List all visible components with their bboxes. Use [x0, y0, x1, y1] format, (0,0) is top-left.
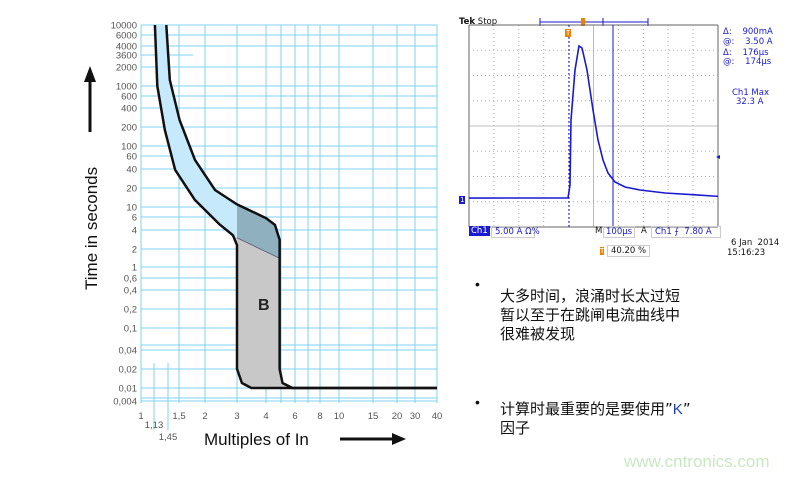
- y-tick-label: 0,01: [119, 384, 138, 395]
- trip-curve-chart: 1000060004000360020001000600400200100604…: [0, 0, 450, 477]
- y-tick-label: 40: [126, 165, 137, 176]
- y-tick-label: 0,6: [124, 274, 137, 285]
- trigger-level: 7.80 A: [684, 227, 711, 237]
- ground-marker-icon: 1: [459, 196, 465, 204]
- x-axis-arrow-icon: [340, 433, 406, 445]
- x-tick-label-extra: 1,13: [145, 420, 164, 431]
- y-tick-label: 200: [121, 123, 137, 134]
- bullet-1-line: 暂以至于在跳闸电流曲线中: [500, 306, 680, 325]
- chart-grid: [141, 25, 437, 430]
- x-tick-label: 8: [317, 411, 322, 422]
- y-tick-label: 0,004: [113, 397, 137, 408]
- x-tick-label: 1,5: [172, 411, 185, 422]
- x-tick-label-extra: 1,45: [159, 432, 178, 443]
- x-tick-label: 40: [432, 411, 443, 422]
- x-tick-label: 15: [368, 411, 379, 422]
- bullet-2-text: 计算时最重要的是要使用”K” 因子: [500, 400, 691, 438]
- bullet-dot: •: [475, 394, 480, 410]
- k-factor: K: [673, 401, 683, 418]
- y-tick-label: 0,02: [119, 365, 138, 376]
- x-tick-label: 6: [292, 411, 297, 422]
- x-tick-label: 1: [138, 411, 143, 422]
- y-tick-label: 0,2: [124, 305, 137, 316]
- scope-time: 15:16:23: [727, 248, 765, 258]
- status-position: T 40.20 %: [600, 246, 650, 256]
- trigger-channel: Ch1: [655, 227, 672, 237]
- y-tick-label: 20: [126, 184, 137, 195]
- readout-delta-amp: Δ: 900mA: [723, 27, 773, 37]
- y-tick-labels: 1000060004000360020001000600400200100604…: [111, 21, 137, 408]
- bullet-1-line: 大多时间，浪涌时长太过短: [500, 287, 680, 306]
- y-tick-label: 600: [121, 92, 137, 103]
- y-tick-label: 60: [126, 152, 137, 163]
- oscilloscope-screen: Tek Stop T 1 Δ: 900mA @: 3.50 A Δ: 176µs…: [455, 10, 795, 260]
- watermark: www.cntronics.com: [624, 452, 769, 472]
- region-b-label: B: [258, 297, 270, 314]
- scope-date: 6 Jan 2014: [731, 238, 779, 248]
- y-axis-label: Time in seconds: [82, 167, 101, 290]
- y-tick-label: 2000: [116, 63, 137, 74]
- readout-at-amp: @: 3.50 A: [723, 37, 773, 47]
- position-marker-icon: T: [600, 247, 604, 255]
- trigger-marker-icon: T: [565, 29, 571, 37]
- quote: ”: [665, 400, 673, 418]
- x-tick-label: 10: [334, 411, 345, 422]
- bullet-2-line: 因子: [500, 419, 691, 438]
- y-axis-arrow-icon: [84, 66, 96, 132]
- y-tick-label: 2: [132, 245, 137, 256]
- x-tick-label: 3: [234, 411, 239, 422]
- bullet-dot: •: [475, 276, 480, 292]
- x-tick-label: 4: [263, 411, 268, 422]
- bullet-2-line: 计算时最重要的是要使用: [500, 400, 665, 418]
- bullet-1-text: 大多时间，浪涌时长太过短 暂以至于在跳闸电流曲线中 很难被发现: [500, 287, 680, 344]
- status-trigger-label: A: [641, 226, 647, 236]
- y-tick-label: 4: [132, 226, 137, 237]
- y-tick-label: 0,04: [119, 346, 138, 357]
- bullet-1-line: 很难被发现: [500, 325, 680, 344]
- x-axis-label: Multiples of In: [204, 430, 309, 449]
- y-tick-label: 400: [121, 104, 137, 115]
- position-value: 40.20 %: [607, 245, 650, 257]
- status-m-label: M: [595, 226, 602, 236]
- readout-at-time: @: 174µs: [723, 57, 771, 67]
- x-tick-label: 2: [202, 411, 207, 422]
- y-tick-label: 0,4: [124, 286, 137, 297]
- status-scale: 5.00 A Ω%: [491, 226, 535, 238]
- status-channel: Ch1: [469, 226, 490, 236]
- y-tick-label: 1: [132, 263, 137, 274]
- y-tick-label: 6000: [116, 31, 137, 42]
- x-tick-label: 30: [410, 411, 421, 422]
- y-tick-label: 0,1: [124, 324, 137, 335]
- y-tick-label: 3600: [116, 51, 137, 62]
- quote: ”: [683, 400, 691, 418]
- status-timebase: 100µs: [603, 226, 635, 238]
- y-tick-label: 6: [132, 213, 137, 224]
- trigger-slope-icon: ⨍: [674, 227, 678, 237]
- x-tick-label: 20: [392, 411, 403, 422]
- readout-max-value: 32.3 A: [736, 97, 763, 107]
- status-trigger: Ch1 ⨍ 7.80 A: [651, 226, 721, 238]
